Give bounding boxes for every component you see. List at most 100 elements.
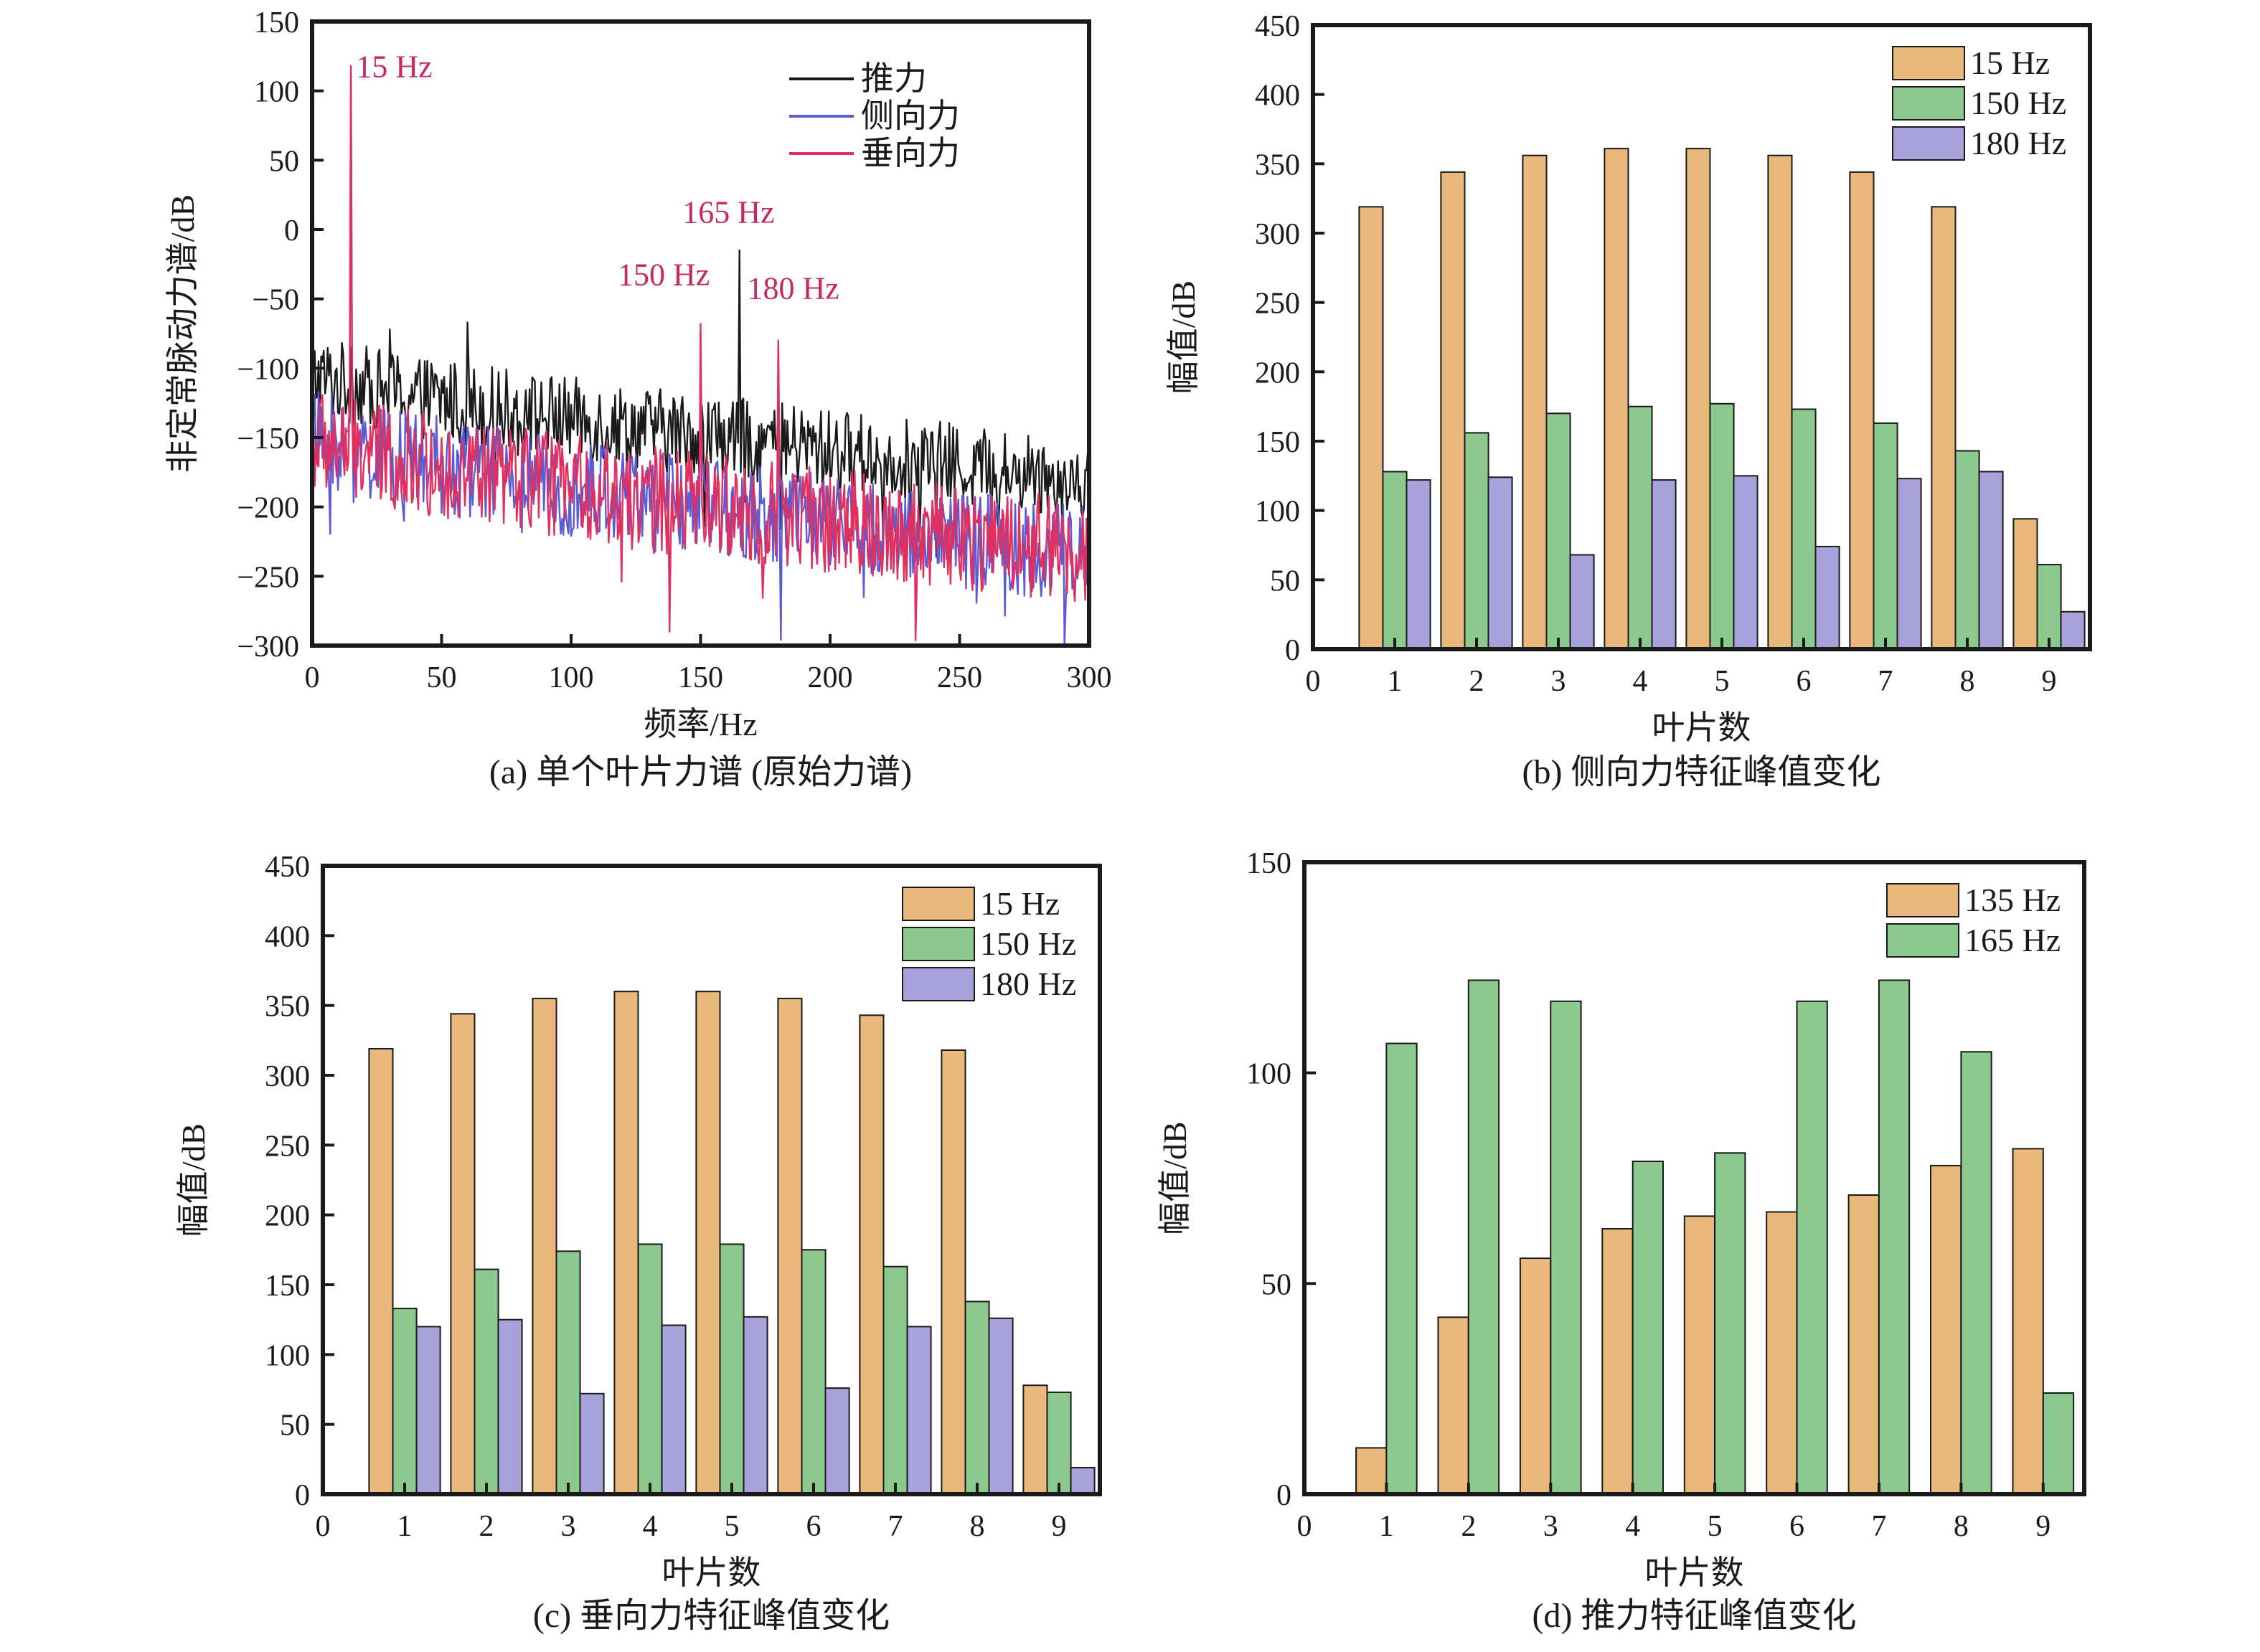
x-tick-label: 4 [1625,1510,1640,1543]
y-tick-label: 300 [1255,218,1300,251]
bar-c-15Hz-9 [1022,1384,1048,1495]
series-line-3 [312,65,1089,641]
y-tick-label: −300 [237,631,299,664]
x-tick-label: 5 [1708,1510,1723,1543]
x-tick-label: 7 [1878,665,1893,698]
y-tick-label: 50 [1270,565,1300,598]
bar-c-150Hz-4 [637,1243,663,1495]
chart-panel-a: −300 −250 −200 −150 −100 −50 0 50 100 150 0 50 100 15… [164,6,1112,791]
legend-swatch-1 [902,887,975,921]
bar-c-150Hz-5 [719,1243,745,1495]
x-tick-label: 4 [643,1510,658,1543]
bar-c-15Hz-4 [613,991,639,1495]
chart-panel-d: 0 50 100 150 0 1 2 3 4 5 6 7 8 9 叶片数 幅值/dB (d) 推力特征峰值变化 1… [1157,847,2086,1635]
x-tick-label: 0 [316,1510,331,1543]
plot-area [312,65,1089,646]
y-tick-label: 100 [265,1339,310,1372]
bar-d-135Hz-5 [1683,1215,1716,1496]
y-tick-label: 250 [1255,288,1300,321]
bar-c-15Hz-7 [859,1014,885,1496]
bar-c-15Hz-8 [941,1049,966,1495]
x-tick-label: 5 [1715,665,1730,698]
y-tick-label: −100 [237,353,299,386]
bar-d-135Hz-8 [1930,1164,1962,1496]
bar-c-180Hz-4 [661,1324,687,1495]
bar-d-165Hz-6 [1796,1000,1828,1496]
bar-b-180Hz-5 [1733,475,1758,650]
x-tick-label: 9 [2035,1510,2051,1543]
bar-b-180Hz-2 [1487,476,1513,650]
x-tick-label: 1 [397,1510,413,1543]
x-tick-label: 8 [1960,665,1975,698]
peak-annotation-1: 15 Hz [356,49,432,84]
x-tick-label: 7 [1871,1510,1886,1543]
y-tick-label: 150 [254,6,299,39]
legend-swatch-1 [1892,46,1965,80]
legend-label-2: 150 Hz [980,925,1076,962]
bar-b-150Hz-7 [1873,422,1898,651]
y-tick-label: 450 [265,851,310,884]
x-tick-label: 2 [479,1510,494,1543]
bar-b-180Hz-9 [2060,610,2086,650]
x-tick-label: 0 [1306,665,1321,698]
y-tick-label: 450 [1255,10,1300,43]
x-tick-label: 3 [561,1510,576,1543]
y-tick-label: −150 [237,423,299,456]
bar-c-15Hz-1 [368,1048,394,1495]
x-tick-label: 8 [1954,1510,1969,1543]
legend-swatch-3 [1892,126,1965,161]
bar-b-15Hz-3 [1522,154,1548,650]
x-tick-label: 2 [1469,665,1484,698]
bar-b-150Hz-4 [1627,405,1653,650]
y-tick-label: 350 [265,991,310,1024]
legend-label-2: 150 Hz [1970,85,2066,121]
legend-label-2: 165 Hz [1964,922,2061,958]
bar-b-15Hz-8 [1931,206,1957,650]
bar-b-180Hz-3 [1569,554,1595,650]
x-axis-label: 叶片数 [662,1554,761,1591]
y-tick-label: 400 [265,920,310,953]
x-tick-label: 0 [1297,1510,1312,1543]
legend-swatch-3 [902,967,975,1001]
bar-b-15Hz-5 [1685,148,1711,651]
y-tick-label: 250 [265,1130,310,1163]
legend-swatch-2 [1886,923,1959,958]
bar-b-15Hz-9 [2012,518,2038,650]
bar-c-180Hz-1 [415,1326,441,1496]
bar-b-15Hz-6 [1767,154,1793,650]
bar-d-135Hz-2 [1437,1316,1469,1496]
bar-c-180Hz-7 [906,1326,932,1496]
x-tick-label: 0 [305,661,320,694]
bar-c-180Hz-5 [743,1316,768,1496]
bar-d-165Hz-9 [2042,1392,2075,1495]
bar-d-165Hz-3 [1550,1000,1582,1496]
y-axis-label: 幅值/dB [1165,280,1202,394]
x-tick-label: 1 [1388,665,1403,698]
panel-caption: (b) 侧向力特征峰值变化 [1522,753,1881,791]
bar-b-150Hz-6 [1791,408,1817,650]
y-tick-label: 50 [1261,1268,1291,1301]
bar-c-150Hz-7 [882,1265,908,1495]
bar-c-180Hz-9 [1070,1467,1096,1495]
bar-d-165Hz-4 [1632,1161,1664,1495]
plot-frame [1302,860,2086,1496]
bar-b-150Hz-3 [1545,412,1571,650]
y-tick-label: 100 [1255,496,1300,529]
y-tick-label: 350 [1255,148,1300,181]
x-tick-label: 200 [808,661,853,694]
bar-d-165Hz-1 [1385,1042,1418,1495]
bar-d-135Hz-6 [1766,1211,1798,1495]
bar-d-165Hz-7 [1878,979,1911,1495]
x-tick-label: 3 [1551,665,1566,698]
x-tick-label: 6 [806,1510,821,1543]
bar-c-150Hz-6 [801,1249,827,1496]
legend-label-3: 180 Hz [980,966,1076,1002]
bar-b-150Hz-5 [1709,402,1735,650]
bar-d-135Hz-9 [2012,1148,2044,1496]
peak-annotation-4: 180 Hz [747,271,839,306]
x-tick-label: 300 [1067,661,1112,694]
bar-c-15Hz-2 [450,1013,476,1496]
bar-c-180Hz-2 [497,1318,523,1495]
x-tick-label: 6 [1797,665,1812,698]
y-axis-label: 幅值/dB [1157,1121,1193,1235]
